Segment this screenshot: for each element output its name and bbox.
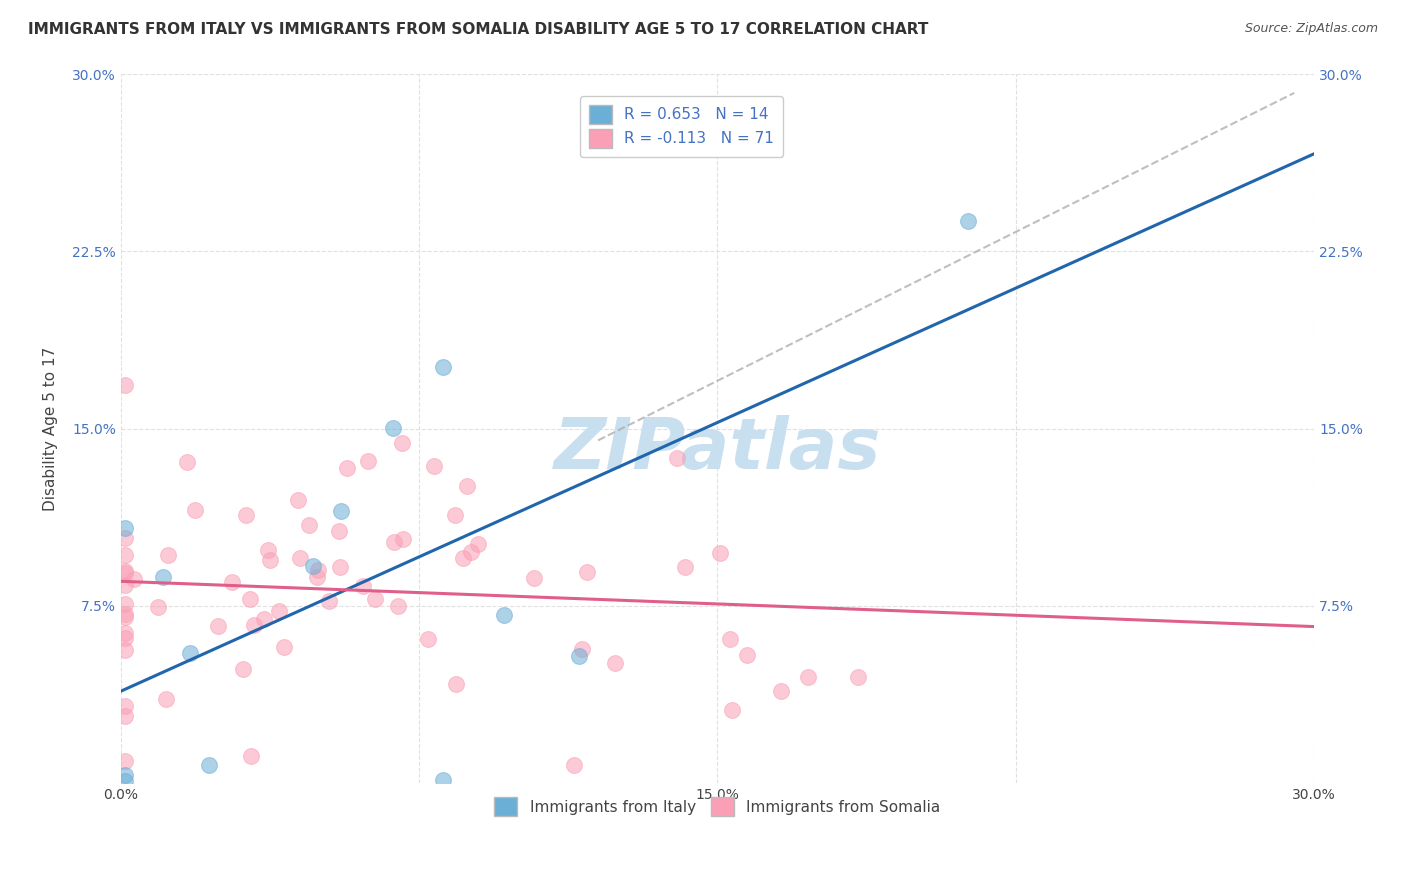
Legend: Immigrants from Italy, Immigrants from Somalia: Immigrants from Italy, Immigrants from S… xyxy=(485,788,949,825)
Point xyxy=(432,773,454,788)
Text: ZIPatlas: ZIPatlas xyxy=(554,416,882,484)
Point xyxy=(328,524,350,538)
Point xyxy=(305,569,328,583)
Point xyxy=(522,571,544,585)
Point xyxy=(114,564,136,578)
Point xyxy=(114,521,136,535)
Point xyxy=(114,631,136,645)
Point xyxy=(287,493,309,508)
Point xyxy=(240,748,263,763)
Point xyxy=(665,450,688,465)
Point xyxy=(235,508,257,522)
Point xyxy=(184,503,207,517)
Point xyxy=(456,479,478,493)
Point xyxy=(114,578,136,592)
Point xyxy=(422,459,444,474)
Point xyxy=(179,646,201,660)
Point xyxy=(603,657,626,671)
Point xyxy=(114,607,136,621)
Point xyxy=(846,670,869,684)
Point xyxy=(494,607,516,622)
Point xyxy=(259,553,281,567)
Point xyxy=(114,708,136,723)
Point xyxy=(307,563,329,577)
Point xyxy=(114,566,136,580)
Point xyxy=(114,754,136,768)
Point xyxy=(302,559,325,574)
Point xyxy=(387,599,409,613)
Point xyxy=(735,648,758,662)
Point xyxy=(451,551,474,566)
Point xyxy=(155,691,177,706)
Point xyxy=(460,544,482,558)
Point xyxy=(122,573,145,587)
Point xyxy=(273,640,295,654)
Y-axis label: Disability Age 5 to 17: Disability Age 5 to 17 xyxy=(44,346,58,510)
Point xyxy=(146,600,169,615)
Point xyxy=(114,626,136,640)
Point xyxy=(114,531,136,545)
Point xyxy=(288,550,311,565)
Point xyxy=(673,560,696,574)
Point xyxy=(114,773,136,788)
Point xyxy=(269,604,291,618)
Point xyxy=(329,504,352,518)
Point xyxy=(956,214,979,228)
Point xyxy=(444,677,467,691)
Point xyxy=(114,768,136,782)
Point xyxy=(444,508,467,523)
Point xyxy=(298,518,321,533)
Text: IMMIGRANTS FROM ITALY VS IMMIGRANTS FROM SOMALIA DISABILITY AGE 5 TO 17 CORRELAT: IMMIGRANTS FROM ITALY VS IMMIGRANTS FROM… xyxy=(28,22,928,37)
Point xyxy=(352,579,374,593)
Point xyxy=(571,642,593,657)
Point xyxy=(114,378,136,392)
Point xyxy=(432,359,454,374)
Point xyxy=(382,534,405,549)
Point xyxy=(114,597,136,611)
Point xyxy=(357,454,380,468)
Point xyxy=(467,537,489,551)
Point xyxy=(239,592,262,607)
Point xyxy=(336,461,359,475)
Point xyxy=(252,612,274,626)
Point xyxy=(232,662,254,676)
Point xyxy=(416,632,439,646)
Point xyxy=(176,455,198,469)
Point xyxy=(152,570,174,584)
Point xyxy=(568,648,591,663)
Point xyxy=(709,546,731,560)
Point xyxy=(718,632,741,646)
Point xyxy=(329,559,352,574)
Point xyxy=(157,549,180,563)
Point xyxy=(562,758,585,772)
Point xyxy=(243,618,266,632)
Point xyxy=(114,610,136,624)
Point xyxy=(575,566,598,580)
Point xyxy=(769,684,792,698)
Point xyxy=(114,548,136,562)
Point xyxy=(197,757,219,772)
Point xyxy=(221,574,243,589)
Text: Source: ZipAtlas.com: Source: ZipAtlas.com xyxy=(1244,22,1378,36)
Point xyxy=(381,421,404,435)
Point xyxy=(796,670,818,684)
Point xyxy=(720,703,742,717)
Point xyxy=(391,436,413,450)
Point xyxy=(364,592,387,607)
Point xyxy=(114,699,136,714)
Point xyxy=(392,533,415,547)
Point xyxy=(114,643,136,657)
Point xyxy=(257,542,280,557)
Point xyxy=(318,594,340,608)
Point xyxy=(207,619,229,633)
